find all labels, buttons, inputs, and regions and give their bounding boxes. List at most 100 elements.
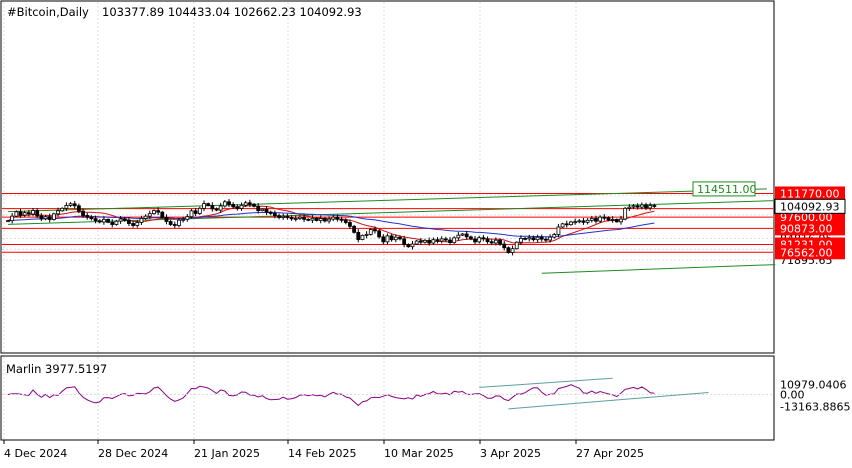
candle-bear xyxy=(26,212,31,215)
candle-bear xyxy=(635,205,640,208)
candle-bear xyxy=(193,210,198,214)
candle-bull xyxy=(43,216,48,220)
candle-bull xyxy=(64,205,69,209)
candle-bull xyxy=(102,218,106,223)
level-label-3: 90873.00 xyxy=(780,222,833,235)
candle-bear xyxy=(272,213,277,217)
candle-bear xyxy=(335,216,340,220)
indicator-panel-frame xyxy=(0,355,775,441)
candle-bull xyxy=(414,240,419,245)
candle-bear xyxy=(652,205,657,207)
candle-bull xyxy=(118,218,123,222)
candle-bear xyxy=(564,223,569,226)
candle-bear xyxy=(231,204,236,208)
osc-axis-label-2: -13163.8865 xyxy=(780,401,850,414)
candle-bull xyxy=(135,222,140,226)
candle-bear xyxy=(18,211,23,216)
level-label-2: 97600.00 xyxy=(780,211,833,224)
candle-bear xyxy=(406,244,411,248)
candle-bear xyxy=(172,224,177,226)
candle-bear xyxy=(644,204,648,209)
x-tick-label-3: 14 Feb 2025 xyxy=(288,447,356,460)
candle-bear xyxy=(473,238,477,243)
candle-bull xyxy=(152,210,156,215)
candle-bear xyxy=(85,215,90,218)
candle-bull xyxy=(185,216,190,220)
candle-bull xyxy=(260,208,265,212)
candle-bull xyxy=(147,213,152,217)
candle-bull xyxy=(393,236,398,241)
candle-bull xyxy=(10,215,15,222)
candle-bear xyxy=(544,238,548,241)
candle-bull xyxy=(293,218,298,220)
candle-bull xyxy=(431,239,436,244)
marlin-oscillator-line xyxy=(7,384,655,407)
candle-bear xyxy=(256,205,261,212)
candle-bull xyxy=(535,236,540,241)
candle-bull xyxy=(548,236,552,241)
candle-bear xyxy=(323,218,327,222)
candle-bull xyxy=(423,239,427,243)
candle-bear xyxy=(594,218,598,222)
candle-bull xyxy=(197,207,202,214)
x-tick-label-2: 21 Jan 2025 xyxy=(194,447,260,460)
candle-bear xyxy=(210,205,215,210)
candle-bear xyxy=(539,236,544,240)
candle-bear xyxy=(235,206,240,209)
candle-bull xyxy=(364,233,369,236)
green-channel-line-2 xyxy=(541,264,776,274)
candle-bull xyxy=(297,216,302,219)
candle-bear xyxy=(131,223,136,226)
candle-bull xyxy=(51,213,56,220)
candle-bear xyxy=(127,219,131,224)
price-panel-frame xyxy=(0,0,775,354)
candle-bull xyxy=(510,248,515,253)
candle-bear xyxy=(122,218,127,221)
candle-bear xyxy=(89,216,94,220)
candle-bear xyxy=(581,220,586,223)
chart-ohlc: 103377.89 104433.04 102662.23 104092.93 xyxy=(102,5,362,19)
candle-bear xyxy=(47,216,52,220)
candle-bull xyxy=(610,218,615,221)
osc-channel-lower xyxy=(508,391,709,410)
candle-bear xyxy=(110,221,115,225)
candle-bear xyxy=(35,210,40,217)
x-tick-label-0: 4 Dec 2024 xyxy=(4,447,67,460)
candle-bull xyxy=(385,235,390,243)
candle-bull xyxy=(460,233,465,236)
candle-bull xyxy=(281,215,286,218)
candle-bear xyxy=(381,236,386,243)
current-price-label: 104092.93 xyxy=(780,200,840,213)
candle-bull xyxy=(202,203,206,209)
candle-bull xyxy=(648,205,653,209)
candle-bear xyxy=(606,217,611,221)
candle-bull xyxy=(222,201,227,207)
candle-bull xyxy=(56,210,60,215)
chart-header: #Bitcoin,Daily xyxy=(7,5,89,19)
candle-bear xyxy=(160,211,165,218)
candle-bear xyxy=(285,215,290,218)
candle-bull xyxy=(218,205,223,211)
candle-bear xyxy=(168,221,173,225)
candle-bull xyxy=(560,223,565,228)
candle-bear xyxy=(306,218,311,221)
candle-bear xyxy=(602,216,607,219)
candle-bull xyxy=(368,229,373,235)
x-tick-label-5: 3 Apr 2025 xyxy=(480,447,541,460)
candle-bull xyxy=(598,216,603,222)
candle-bull xyxy=(577,220,582,223)
candle-bear xyxy=(247,202,252,205)
candle-bull xyxy=(519,237,523,243)
green-level-label: 114511.00 xyxy=(697,183,757,196)
candle-bear xyxy=(97,220,102,223)
candle-bull xyxy=(331,216,336,220)
candle-bull xyxy=(181,218,186,221)
level-label-5: 76562.00 xyxy=(780,246,833,259)
candle-bear xyxy=(352,225,357,233)
candle-bear xyxy=(389,235,394,241)
candle-bear xyxy=(206,203,211,206)
candle-bull xyxy=(189,210,194,218)
candle-bear xyxy=(443,238,448,241)
x-tick-label-1: 28 Dec 2024 xyxy=(98,447,168,460)
